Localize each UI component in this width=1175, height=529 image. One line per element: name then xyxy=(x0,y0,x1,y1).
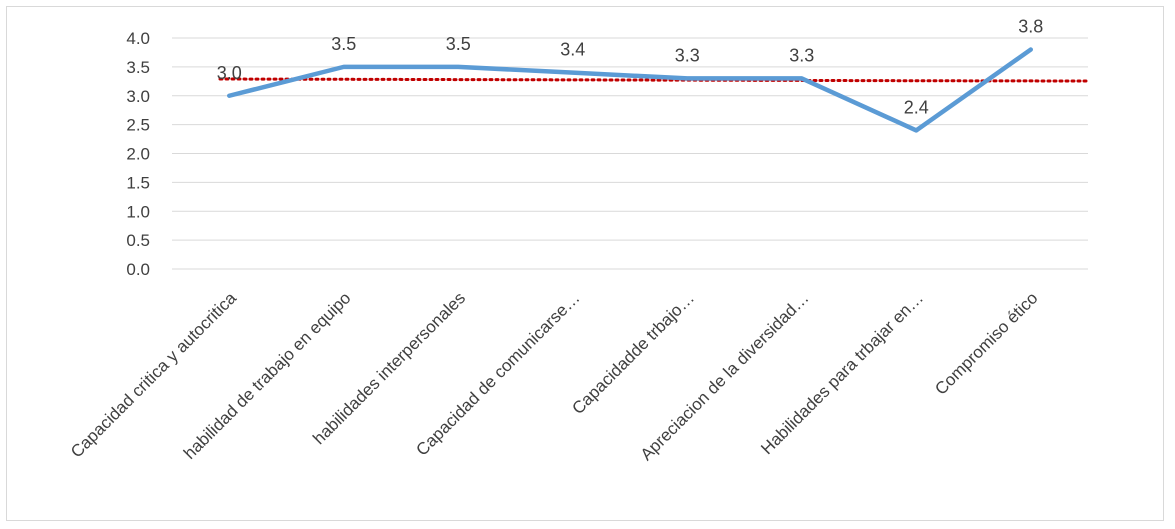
x-category-label: Capacidadde trbajo… xyxy=(568,288,698,418)
y-tick-label: 2.5 xyxy=(126,116,150,135)
data-label: 3.4 xyxy=(560,40,585,60)
x-axis-categories: Capacidad critica y autocriticahabilidad… xyxy=(67,288,1042,464)
y-tick-label: 2.0 xyxy=(126,145,150,164)
y-axis-ticks: 0.0 0.5 1.0 1.5 2.0 2.5 3.0 3.5 4.0 xyxy=(126,29,150,279)
y-tick-label: 1.5 xyxy=(126,173,150,192)
data-label: 3.5 xyxy=(331,34,356,54)
y-tick-label: 3.5 xyxy=(126,58,150,77)
data-label: 3.5 xyxy=(446,34,471,54)
data-label: 3.3 xyxy=(789,45,814,65)
gridlines xyxy=(172,37,1088,270)
data-label: 2.4 xyxy=(904,97,929,117)
trendline xyxy=(218,77,1090,83)
series-layer xyxy=(218,47,1090,133)
data-labels: 3.0 3.5 3.5 3.4 3.3 3.3 2.4 3.8 xyxy=(217,17,1044,118)
y-tick-label: 0.5 xyxy=(126,231,150,250)
series-line xyxy=(227,47,1033,133)
y-tick-label: 1.0 xyxy=(126,202,150,221)
y-tick-label: 3.0 xyxy=(126,87,150,106)
data-label: 3.3 xyxy=(675,45,700,65)
y-tick-label: 0.0 xyxy=(126,260,150,279)
data-label: 3.8 xyxy=(1018,17,1043,37)
data-label: 3.0 xyxy=(217,63,242,83)
y-tick-label: 4.0 xyxy=(126,29,150,48)
x-category-label: Compromiso ético xyxy=(931,288,1041,398)
